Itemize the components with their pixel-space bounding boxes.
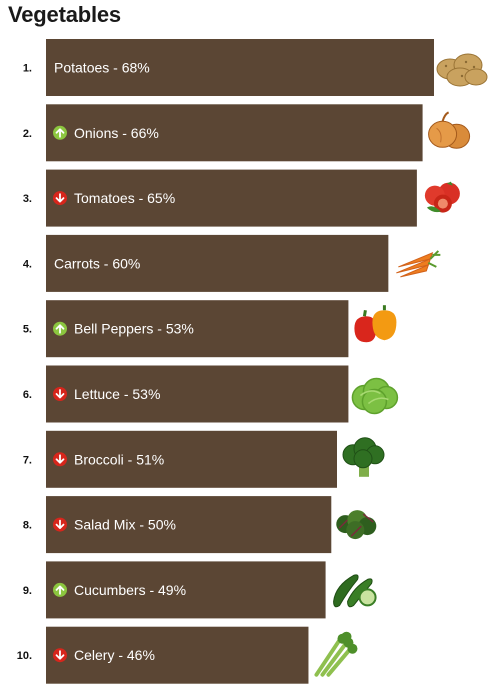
chart-title: Vegetables	[8, 2, 121, 27]
potatoes-icon	[436, 53, 488, 87]
bar-label: Tomatoes - 65%	[74, 190, 175, 206]
bar-row: 4. Carrots - 60%	[23, 234, 441, 292]
bar-row: 2. Onions - 66%	[23, 104, 471, 162]
trend-down-icon	[53, 452, 67, 467]
bar	[46, 104, 423, 162]
trend-down-icon	[53, 648, 67, 663]
rank-label: 7.	[23, 454, 32, 466]
bar	[46, 234, 389, 292]
lettuce-icon	[351, 377, 399, 415]
celery-icon	[314, 631, 358, 677]
rank-label: 3.	[23, 193, 32, 205]
bar	[46, 169, 417, 227]
rank-label: 10.	[17, 650, 32, 662]
bar	[46, 300, 349, 358]
salad-mix-icon	[336, 510, 377, 540]
trend-up-icon	[53, 582, 67, 597]
bar-label: Celery - 46%	[74, 647, 155, 663]
bar-label: Cucumbers - 49%	[74, 582, 186, 598]
bar-label: Onions - 66%	[74, 125, 159, 141]
trend-down-icon	[53, 191, 67, 206]
bar-row: 5. Bell Peppers - 53%	[23, 300, 397, 358]
bar-row: 8. Salad Mix - 50%	[23, 496, 377, 554]
bar-row: 9. Cucumbers - 49%	[23, 561, 377, 619]
bar-row: 3. Tomatoes - 65%	[23, 169, 460, 227]
bar	[46, 365, 349, 423]
rank-label: 1.	[23, 63, 32, 75]
trend-up-icon	[53, 321, 67, 336]
bar-label: Carrots - 60%	[54, 255, 140, 271]
bar-row: 10. Celery - 46%	[17, 626, 358, 684]
bar-row: 1. Potatoes - 68%	[23, 39, 488, 96]
trend-down-icon	[53, 387, 67, 401]
rank-label: 9.	[23, 585, 32, 597]
rank-label: 4.	[23, 258, 32, 270]
bar	[46, 626, 309, 684]
bar-label: Broccoli - 51%	[74, 451, 164, 467]
rank-label: 6.	[23, 389, 32, 401]
carrot-icon	[396, 250, 441, 278]
rank-label: 2.	[23, 128, 32, 140]
bar	[46, 496, 332, 554]
bar	[46, 430, 337, 488]
bar-label: Lettuce - 53%	[74, 386, 160, 402]
broccoli-icon	[342, 437, 385, 477]
bar-label: Potatoes - 68%	[54, 60, 150, 76]
bar	[46, 39, 434, 96]
trend-down-icon	[53, 517, 67, 532]
onion-icon	[428, 111, 471, 149]
bar	[46, 561, 326, 619]
bar-label: Bell Peppers - 53%	[74, 321, 194, 337]
cucumber-icon	[333, 574, 377, 608]
bell-pepper-icon	[354, 305, 397, 343]
bar-row: 6. Lettuce - 53%	[23, 365, 399, 423]
tomato-icon	[424, 181, 460, 213]
bar-row: 7. Broccoli - 51%	[23, 430, 385, 488]
trend-up-icon	[53, 125, 67, 140]
rank-label: 8.	[23, 520, 32, 532]
bar-label: Salad Mix - 50%	[74, 517, 176, 533]
rank-label: 5.	[23, 324, 32, 336]
